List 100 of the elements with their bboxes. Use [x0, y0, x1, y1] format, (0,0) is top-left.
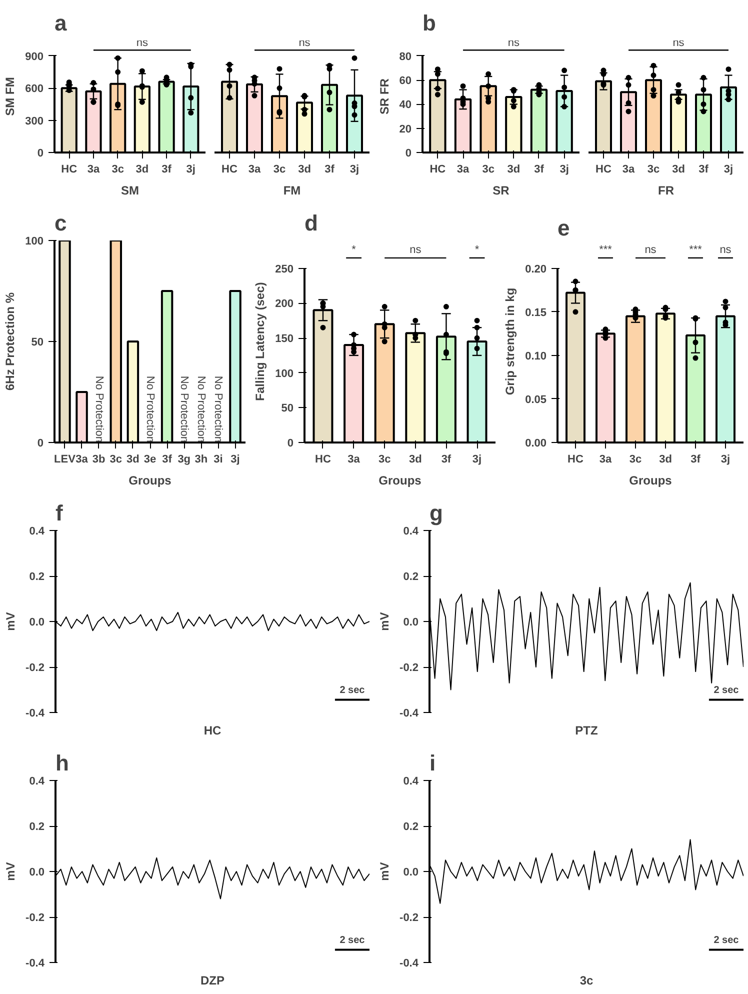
chart-title: a [54, 10, 68, 36]
text: *** [689, 244, 703, 256]
x-tick-label: 3e [144, 454, 156, 466]
x-tick-label: 3d [126, 454, 140, 466]
x-tick-label: 3j [720, 454, 730, 466]
y-tick-label: 0.4 [403, 526, 420, 538]
y-tick-label: 50 [31, 336, 44, 348]
x-tick-label: 3d [136, 164, 149, 176]
x-tick-label: 3c [273, 164, 286, 176]
x-tick-label: 3a [456, 164, 470, 176]
x-axis-title: FM [283, 184, 301, 198]
x-tick-label: HC [568, 454, 584, 466]
y-tick-label: 0 [405, 148, 412, 160]
x-tick-label: LEV [54, 454, 76, 466]
chart-title: c [54, 210, 67, 236]
x-tick-label: 3j [560, 164, 569, 176]
x-tick-label: 3j [724, 164, 734, 176]
y-tick-label: 0 [37, 438, 44, 450]
y-tick-label: 0.2 [403, 821, 419, 833]
y-tick-label: 0.4 [29, 526, 46, 538]
text: ns [508, 37, 520, 50]
y-tick-label: -0.2 [26, 912, 45, 924]
y-tick-label: -0.4 [400, 708, 420, 720]
y-tick-label: 50 [281, 402, 294, 415]
y-axis-title: mV [4, 862, 18, 881]
y-tick-label: -0.2 [400, 912, 419, 924]
y-tick-label: -0.4 [26, 958, 46, 970]
text: ns [136, 37, 148, 50]
y-axis-title: 6Hz Protection % [3, 292, 18, 391]
data-label: No Protection [92, 376, 105, 443]
y-axis-title: Falling Latency (sec) [253, 282, 268, 401]
annotation: 2 sec [714, 685, 740, 696]
x-tick-label: 3f [162, 164, 172, 176]
chart-title: d [304, 210, 318, 236]
y-axis-title: mV [4, 612, 18, 631]
y-tick-label: 250 [275, 263, 294, 276]
y-tick-label: 0.2 [29, 821, 45, 833]
y-tick-label: 0.0 [403, 616, 419, 628]
x-tick-label: 3f [324, 164, 335, 176]
y-tick-label: 0.2 [403, 571, 419, 583]
x-tick-label: 3f [441, 454, 452, 466]
y-tick-label: 0.05 [525, 394, 547, 406]
x-tick-label: 3a [622, 164, 636, 176]
data-label: No Protection [195, 376, 208, 443]
x-axis-title: DZP [200, 974, 224, 988]
x-axis-title: PTZ [575, 724, 598, 738]
chart-title: b [422, 10, 436, 36]
x-tick-label: 3j [186, 164, 196, 176]
x-tick-label: 3f [162, 454, 172, 466]
y-axis-title: SM FM [3, 77, 18, 116]
y-axis-title: Grip strength in kg [503, 288, 518, 396]
annotation: 2 sec [340, 935, 366, 946]
x-axis-title: Groups [128, 474, 172, 488]
x-tick-label: 3d [659, 454, 672, 466]
data-label: No Protection [144, 376, 156, 443]
y-tick-label: 0.4 [403, 776, 420, 788]
y-axis-title: mV [378, 612, 392, 631]
x-axis-title: HC [204, 724, 222, 738]
x-tick-label: HC [61, 164, 78, 176]
text: *** [599, 244, 613, 256]
y-tick-label: 0 [37, 148, 44, 160]
y-tick-label: 80 [399, 50, 412, 63]
y-tick-label: 0.0 [29, 866, 45, 878]
y-tick-label: 200 [275, 298, 294, 310]
y-tick-label: 600 [25, 83, 44, 96]
x-tick-label: 3a [248, 164, 262, 176]
y-axis-title: SR FR [377, 78, 392, 114]
data-label: No Protection [212, 376, 224, 443]
text: ns [410, 244, 422, 256]
x-tick-label: 3c [647, 164, 660, 176]
x-axis-title: 3c [580, 974, 594, 988]
y-tick-label: 0.00 [525, 438, 547, 450]
y-tick-label: 0.10 [525, 350, 547, 362]
x-tick-label: 3a [599, 454, 612, 466]
y-tick-label: 900 [25, 50, 44, 63]
chart-title: f [56, 500, 64, 526]
text: ns [720, 244, 732, 256]
x-tick-label: HC [315, 454, 331, 466]
x-tick-label: 3a [87, 164, 100, 176]
y-tick-label: -0.2 [26, 662, 45, 674]
x-tick-label: 3g [178, 454, 191, 466]
text: ns [644, 244, 657, 256]
x-tick-label: 3j [350, 164, 360, 176]
y-tick-label: 0.2 [29, 571, 45, 583]
y-tick-label: 0.0 [29, 616, 45, 628]
text: * [474, 244, 480, 256]
y-tick-label: -0.4 [26, 708, 46, 720]
y-axis-title: mV [378, 862, 392, 881]
y-tick-label: -0.2 [400, 662, 419, 674]
y-tick-label: 20 [399, 123, 412, 136]
chart-title: h [56, 750, 69, 776]
x-tick-label: 3h [194, 454, 208, 466]
x-tick-label: 3c [112, 164, 124, 176]
annotation: 2 sec [714, 935, 740, 946]
y-tick-label: 0.20 [525, 263, 547, 276]
x-tick-label: 3c [110, 454, 122, 466]
x-tick-label: 3b [92, 454, 106, 466]
y-tick-label: 150 [275, 333, 294, 346]
y-tick-label: 0.15 [525, 306, 547, 319]
y-tick-label: 40 [399, 99, 412, 112]
